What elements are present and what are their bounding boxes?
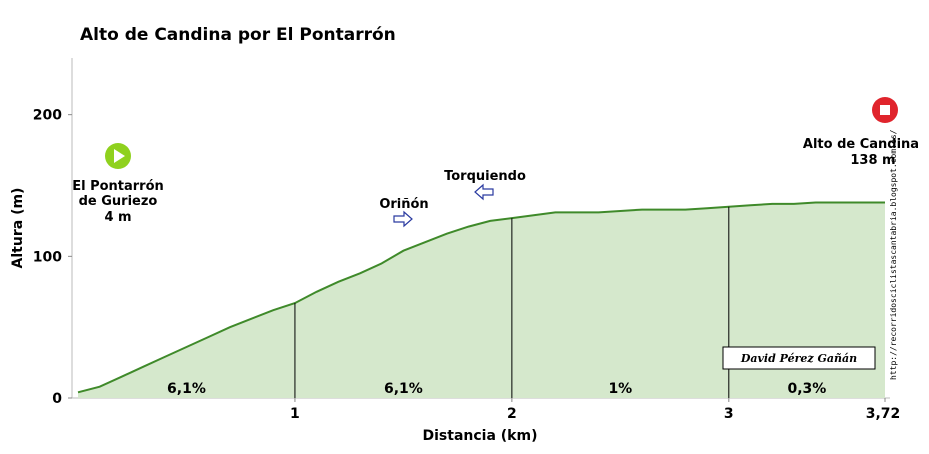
y-tick-label: 0: [52, 391, 62, 407]
watermark-url: http://recorridosciclistascantabria.blog…: [889, 129, 898, 380]
x-tick-label: 1: [290, 406, 300, 422]
red-stop-icon: [872, 97, 898, 123]
profile-area: [78, 202, 885, 398]
place-label-torquiendo: Torquiendo: [444, 169, 526, 184]
green-play-icon: [105, 143, 131, 169]
place-torquiendo: Torquiendo: [444, 169, 526, 201]
x-axis-label: Distancia (km): [423, 428, 538, 444]
start-altitude: 4 m: [104, 210, 131, 225]
signature-box: David Pérez Gañán: [722, 346, 876, 370]
end-altitude: 138 m: [850, 153, 895, 168]
y-tick-label: 200: [33, 108, 62, 124]
end-annotation: Alto de Candina 138 m: [803, 97, 919, 168]
start-name-line2: de Guriezo: [79, 194, 158, 209]
place-orinon: Oriñón: [379, 197, 429, 228]
x-tick-label: 3: [724, 406, 734, 422]
profile-area-group: [77, 201, 885, 398]
chart-title: Alto de Candina por El Pontarrón: [80, 25, 396, 45]
grade-label: 6,1%: [384, 381, 423, 397]
place-label-orinon: Oriñón: [379, 197, 428, 212]
start-annotation: El Pontarrón de Guriezo 4 m: [72, 143, 164, 225]
x-tick-label: 3,72: [866, 406, 901, 422]
x-tick-label: 2: [507, 406, 517, 422]
signature-text: David Pérez Gañán: [740, 352, 857, 365]
y-axis-label: Altura (m): [10, 188, 26, 269]
grade-label-group: 6,1% 6,1% 1% 0,3%: [167, 381, 826, 397]
end-name: Alto de Candina: [803, 137, 919, 152]
start-name-line1: El Pontarrón: [72, 179, 164, 194]
profile-line: [77, 201, 885, 394]
grade-label: 6,1%: [167, 381, 206, 397]
grade-label: 1%: [608, 381, 632, 397]
y-tick-label: 100: [33, 249, 62, 265]
grade-label: 0,3%: [787, 381, 826, 397]
right-arrow-icon: [393, 210, 413, 228]
left-arrow-icon: [474, 183, 494, 201]
tick-label-group: 1 2 3 3,72 0 100 200: [33, 108, 901, 422]
